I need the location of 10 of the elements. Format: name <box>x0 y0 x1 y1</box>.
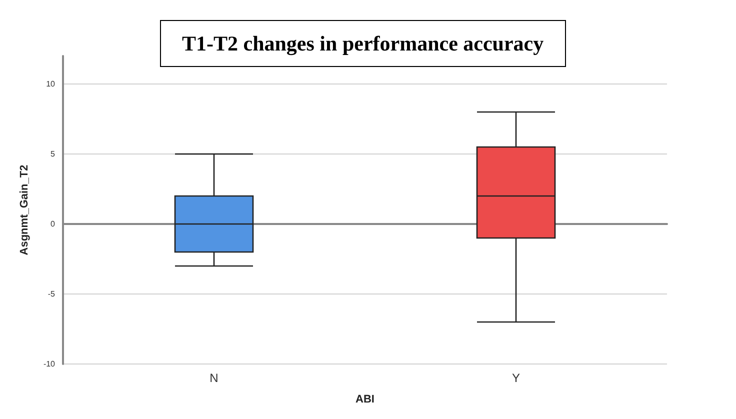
x-tick-label: N <box>210 371 218 385</box>
x-tick-label: Y <box>512 371 520 385</box>
y-tick-label: 5 <box>50 150 56 158</box>
x-axis-title: ABI <box>356 394 374 406</box>
y-tick-label: -10 <box>43 360 56 368</box>
chart-title: T1-T2 changes in performance accuracy <box>182 32 544 56</box>
y-tick-label: 10 <box>46 80 56 88</box>
y-tick-label: -5 <box>48 290 56 298</box>
y-axis-title: Asgnmt_Gain_T2 <box>18 164 30 256</box>
y-tick-label: 0 <box>50 220 56 228</box>
